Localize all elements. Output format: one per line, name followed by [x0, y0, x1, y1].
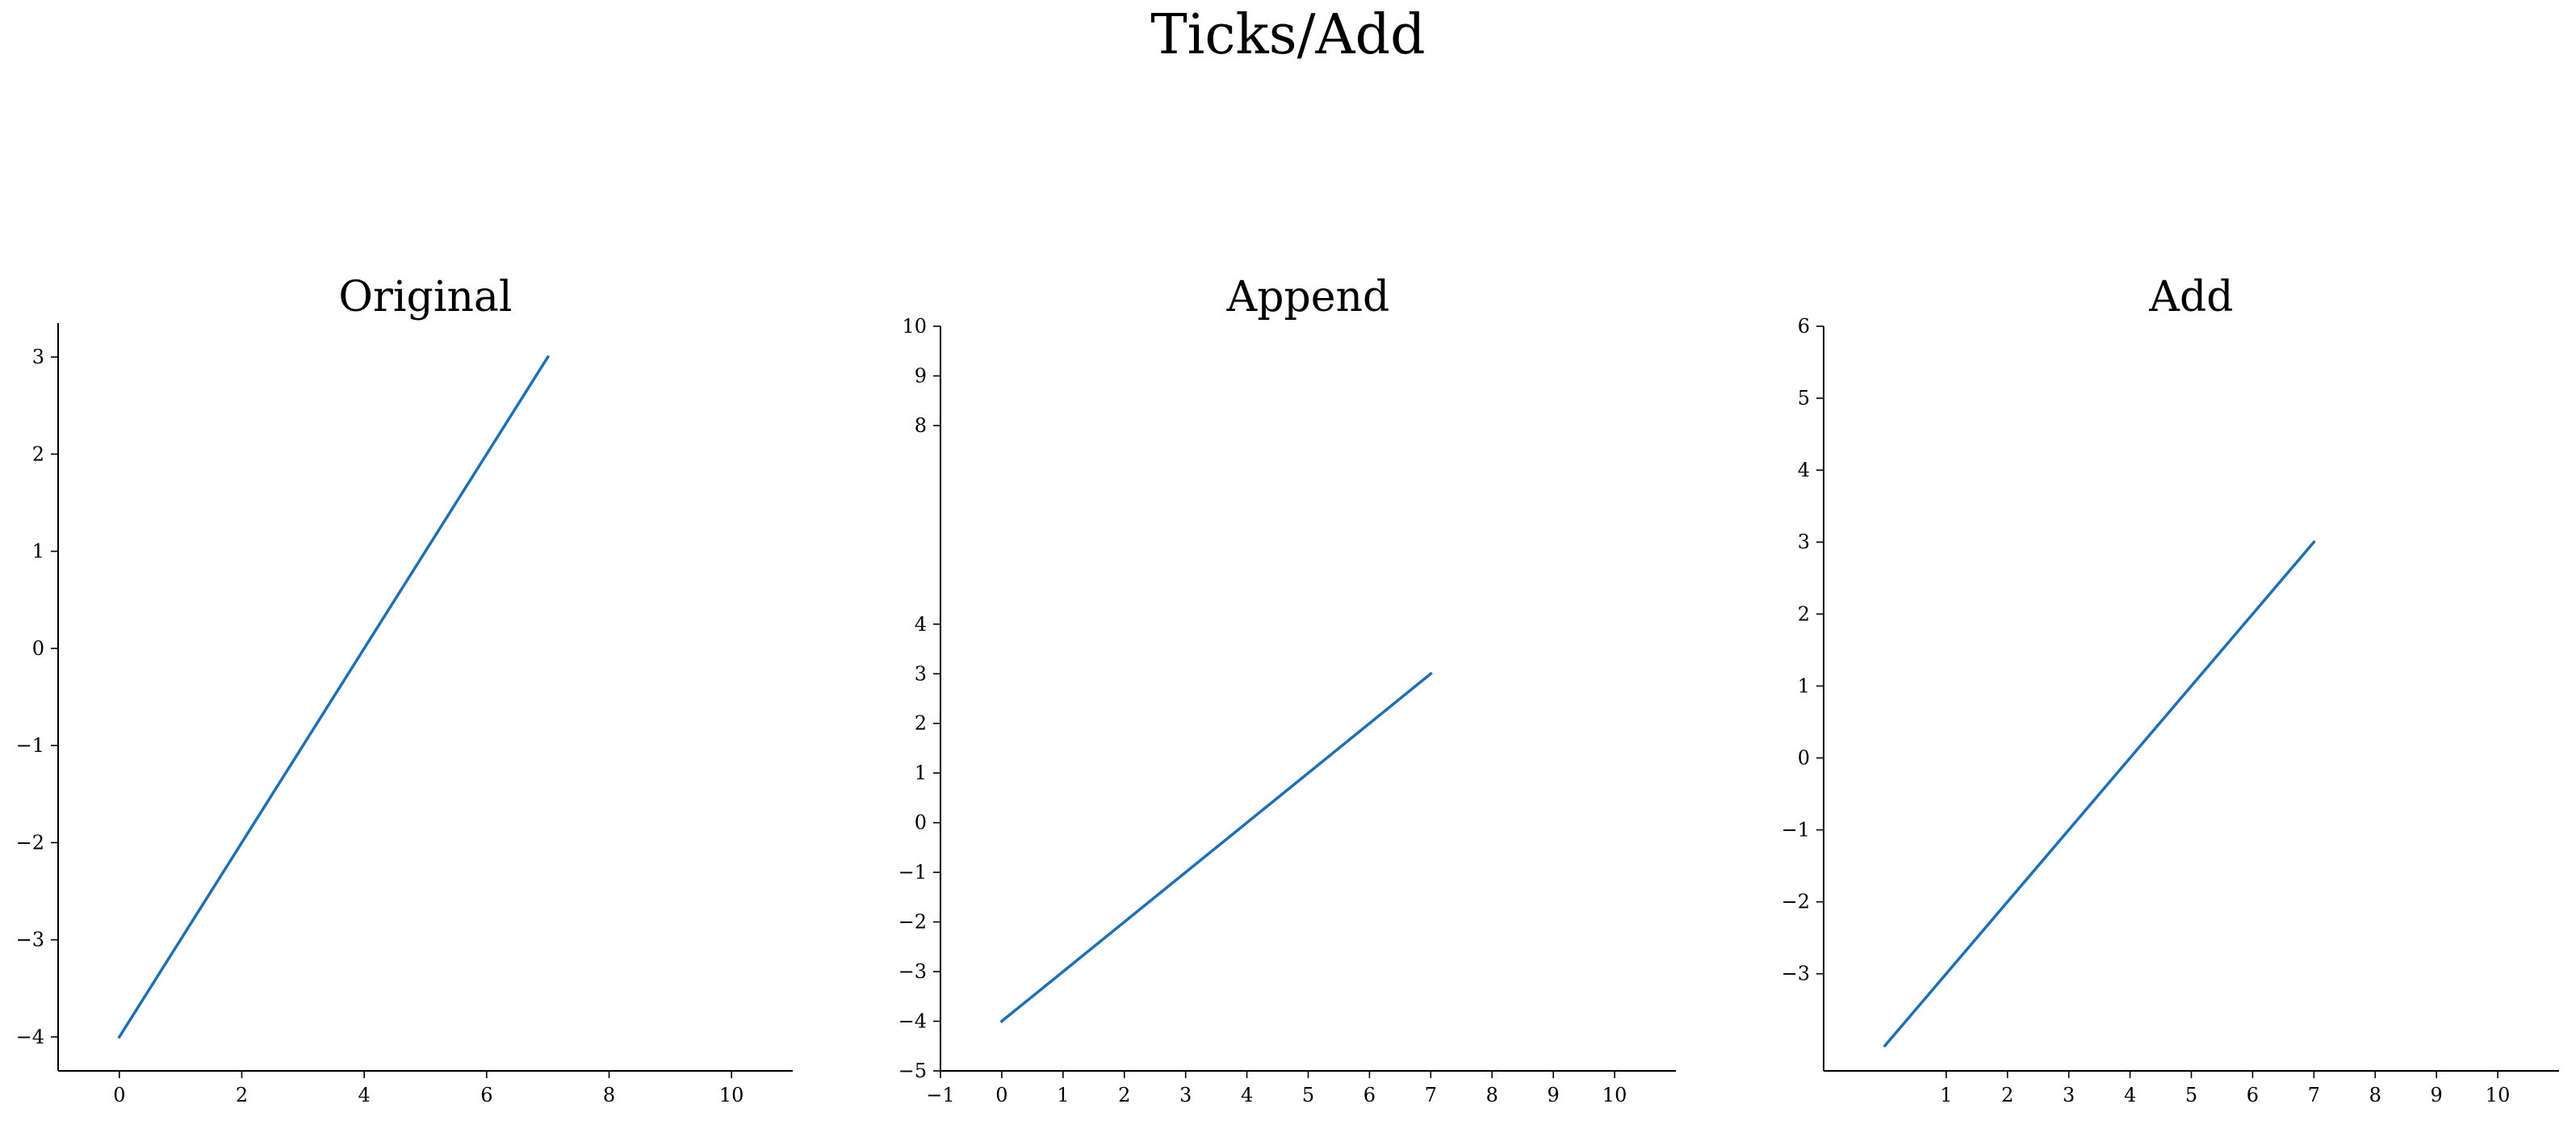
- x-tick-label: 8: [2369, 1084, 2381, 1106]
- series-line: [1883, 539, 2316, 1048]
- y-tick-label: 1: [915, 762, 927, 784]
- y-tick-label: 6: [1798, 315, 1810, 338]
- y-tick-label: 2: [32, 443, 44, 465]
- x-tick-label: 2: [236, 1084, 248, 1106]
- x-tick-label: 10: [719, 1084, 744, 1106]
- y-tick-label: 0: [32, 637, 44, 660]
- axes-title: Append: [1226, 273, 1390, 321]
- y-tick-label: −4: [898, 1010, 927, 1033]
- y-tick-label: −2: [1782, 891, 1810, 913]
- y-tick-label: 9: [915, 364, 927, 387]
- axes-original: 0 2 4 6 8 10 −4 −3 −2 −1 0 1 2 3 Original: [16, 273, 793, 1106]
- y-tick-label: −5: [898, 1060, 927, 1082]
- x-tick-label: 3: [1179, 1084, 1192, 1106]
- y-tick-label: −4: [16, 1026, 44, 1048]
- y-tick-label: −3: [16, 929, 44, 951]
- x-tick-label: 7: [1425, 1084, 1437, 1106]
- series-line: [117, 355, 551, 1039]
- y-tick-label: 0: [1798, 746, 1810, 769]
- series-line: [999, 671, 1433, 1023]
- y-tick-label: 1: [1798, 674, 1810, 697]
- axes-append: −1 0 1 2 3 4 5 6 7 8 9 10 −5 −4 −3 −2 −1 0 1 2 3 4 8 9 10 Append: [898, 273, 1676, 1106]
- y-tick-label: 3: [32, 346, 44, 368]
- axes-add: 1 2 3 4 5 6 7 8 9 10 −3 −2 −1 0 1 2 3 4 5 6 Add: [1782, 273, 2559, 1106]
- x-tick-label: 0: [995, 1084, 1007, 1106]
- x-tick-label: 9: [1548, 1084, 1560, 1106]
- x-tick-label: 10: [1602, 1084, 1627, 1106]
- x-tick-label: −1: [926, 1084, 954, 1106]
- figure-suptitle: Ticks/Add: [1150, 3, 1426, 67]
- y-tick-label: 0: [915, 812, 927, 834]
- x-tick-label: 8: [603, 1084, 615, 1106]
- y-tick-label: 3: [1798, 531, 1810, 553]
- axes-title: Add: [2148, 273, 2233, 321]
- y-tick-label: 3: [915, 662, 927, 685]
- y-tick-label: 2: [1798, 602, 1810, 625]
- y-tick-label: 2: [915, 712, 927, 735]
- y-tick-label: 1: [32, 540, 44, 563]
- y-tick-label: −3: [898, 960, 927, 983]
- x-tick-label: 1: [1057, 1084, 1069, 1106]
- y-tick-label: 4: [1798, 459, 1810, 481]
- y-tick-label: −1: [898, 861, 927, 884]
- x-tick-label: 5: [2185, 1084, 2197, 1106]
- y-tick-label: 5: [1798, 387, 1810, 409]
- y-tick-label: −2: [16, 831, 44, 854]
- x-tick-label: 4: [2124, 1084, 2136, 1106]
- x-tick-label: 4: [1241, 1084, 1253, 1106]
- x-tick-label: 6: [2247, 1084, 2259, 1106]
- x-tick-label: 7: [2308, 1084, 2320, 1106]
- x-tick-label: 3: [2063, 1084, 2075, 1106]
- y-tick-label: −1: [16, 734, 44, 757]
- x-tick-label: 6: [1363, 1084, 1376, 1106]
- x-tick-label: 4: [358, 1084, 371, 1106]
- x-tick-label: 0: [113, 1084, 125, 1106]
- x-tick-label: 9: [2431, 1084, 2443, 1106]
- y-tick-label: −3: [1782, 963, 1810, 985]
- x-tick-label: 6: [480, 1084, 492, 1106]
- y-tick-label: 8: [915, 414, 927, 437]
- x-tick-label: 10: [2486, 1084, 2511, 1106]
- x-tick-label: 8: [1486, 1084, 1498, 1106]
- x-tick-label: 2: [1118, 1084, 1130, 1106]
- axes-title: Original: [338, 273, 512, 321]
- y-tick-label: −2: [898, 911, 927, 934]
- x-tick-label: 2: [2001, 1084, 2013, 1106]
- x-tick-label: 5: [1302, 1084, 1314, 1106]
- y-tick-label: 10: [902, 315, 927, 338]
- y-tick-label: −1: [1782, 819, 1810, 842]
- y-tick-label: 4: [915, 613, 927, 636]
- x-tick-label: 1: [1940, 1084, 1952, 1106]
